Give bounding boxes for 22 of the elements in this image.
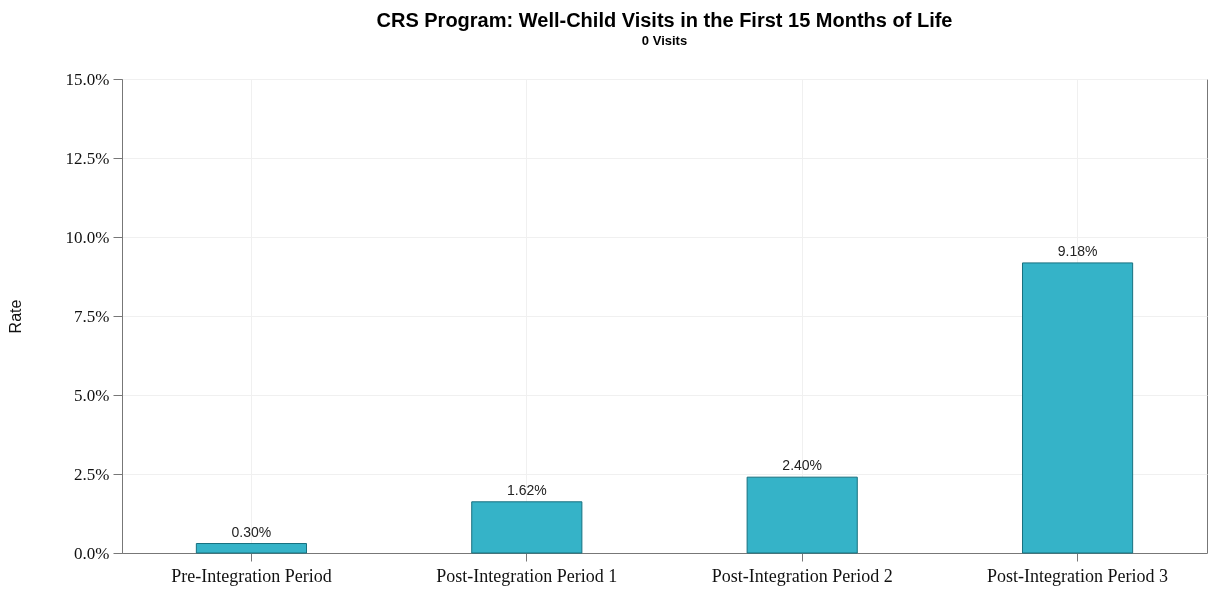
data-label: 2.40% (782, 457, 823, 474)
x-tick-label: Pre-Integration Period (171, 565, 332, 586)
y-axis-title: Rate (6, 299, 24, 334)
chart-title: CRS Program: Well-Child Visits in the First 15 Months of Life (376, 9, 953, 31)
bar (1021, 262, 1134, 554)
y-tick-label: 7.5% (74, 306, 110, 326)
y-tick-label: 12.5% (65, 148, 110, 168)
x-tick-label: Post-Integration Period 3 (987, 565, 1169, 586)
bar (195, 543, 308, 554)
y-tick-label: 2.5% (74, 464, 110, 484)
bar (471, 501, 583, 554)
bar (746, 476, 858, 554)
chart-subtitle: 0 Visits (641, 33, 688, 48)
y-tick-label: 5.0% (74, 385, 110, 405)
x-tick-label: Post-Integration Period 2 (711, 565, 893, 586)
data-label: 0.30% (231, 523, 272, 540)
y-tick-label: 10.0% (65, 227, 110, 247)
y-tick-label: 0.0% (74, 543, 110, 563)
y-tick-label: 15.0% (65, 69, 110, 89)
x-tick-label: Post-Integration Period 1 (436, 565, 618, 586)
data-label: 9.18% (1057, 242, 1098, 259)
data-label: 1.62% (506, 481, 547, 498)
